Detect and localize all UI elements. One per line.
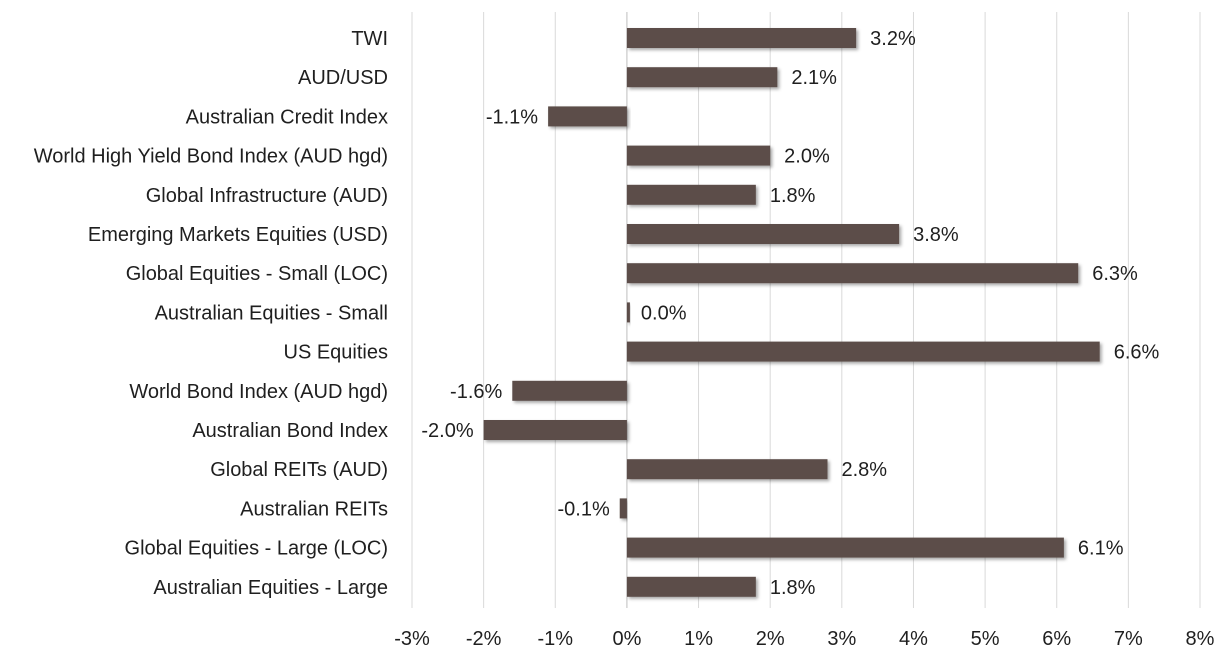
bar bbox=[483, 420, 627, 440]
data-label: -0.1% bbox=[557, 498, 609, 520]
data-label: 6.6% bbox=[1114, 342, 1160, 364]
category-label: US Equities bbox=[284, 342, 389, 364]
category-label: AUD/USD bbox=[298, 67, 388, 89]
category-label: Australian Equities - Large bbox=[153, 577, 388, 599]
x-tick-label: -2% bbox=[466, 628, 502, 650]
category-label: Australian REITs bbox=[240, 498, 388, 520]
x-tick-label: 4% bbox=[899, 628, 928, 650]
data-label: 3.2% bbox=[870, 28, 916, 50]
data-label: 1.8% bbox=[770, 577, 816, 599]
data-label: 2.8% bbox=[841, 459, 887, 481]
x-tick-label: 0% bbox=[612, 628, 641, 650]
x-tick-label: 7% bbox=[1114, 628, 1143, 650]
bar bbox=[626, 537, 1064, 558]
value-labels: 3.2% 2.1% -1.1% 2.0% 1.8% 3.8% 6.3% 0.0% 6.6% -1.… bbox=[421, 28, 1159, 599]
bar bbox=[626, 459, 828, 480]
category-label: World Bond Index (AUD hgd) bbox=[129, 381, 388, 403]
data-label: -2.0% bbox=[421, 420, 473, 442]
data-label: 6.1% bbox=[1078, 538, 1124, 560]
gridlines bbox=[411, 12, 1201, 608]
bars bbox=[483, 28, 1100, 597]
data-label: -1.6% bbox=[450, 381, 502, 403]
category-label: Global REITs (AUD) bbox=[210, 459, 388, 481]
category-label: World High Yield Bond Index (AUD hgd) bbox=[34, 146, 388, 168]
category-label: Emerging Markets Equities (USD) bbox=[88, 224, 388, 246]
category-label: Global Infrastructure (AUD) bbox=[146, 185, 388, 207]
data-label: 2.0% bbox=[784, 146, 830, 168]
bar bbox=[626, 28, 857, 48]
bar bbox=[626, 145, 771, 166]
x-tick-label: 3% bbox=[827, 628, 856, 650]
category-label: TWI bbox=[351, 28, 388, 50]
bar bbox=[626, 263, 1079, 284]
bar bbox=[626, 302, 630, 323]
bar bbox=[626, 224, 900, 244]
x-tick-label: 6% bbox=[1042, 628, 1071, 650]
category-labels: TWI AUD/USD Australian Credit Index World H… bbox=[34, 28, 388, 599]
bar bbox=[548, 106, 627, 127]
category-label: Global Equities - Large (LOC) bbox=[125, 538, 388, 560]
bar bbox=[619, 498, 627, 519]
data-label: -1.1% bbox=[486, 106, 538, 128]
bar bbox=[626, 67, 778, 88]
data-label: 2.1% bbox=[791, 67, 837, 89]
x-tick-label: -1% bbox=[537, 628, 573, 650]
bar bbox=[512, 380, 627, 401]
x-tick-label: 8% bbox=[1186, 628, 1215, 650]
x-tick-label: -3% bbox=[394, 628, 430, 650]
x-tick-label: 5% bbox=[971, 628, 1000, 650]
data-label: 3.8% bbox=[913, 224, 959, 246]
category-label: Australian Equities - Small bbox=[155, 302, 388, 324]
bar bbox=[626, 184, 756, 205]
category-label: Australian Credit Index bbox=[186, 106, 388, 128]
x-tick-label: 2% bbox=[756, 628, 785, 650]
data-label: 6.3% bbox=[1092, 263, 1138, 285]
bar bbox=[626, 341, 1100, 362]
data-label: 1.8% bbox=[770, 185, 816, 207]
x-tick-label: 1% bbox=[684, 628, 713, 650]
bar bbox=[626, 576, 756, 597]
x-axis-tick-labels: -3% -2% -1% 0% 1% 2% 3% 4% 5% 6% 7% 8% bbox=[394, 628, 1214, 650]
category-label: Global Equities - Small (LOC) bbox=[126, 263, 388, 285]
data-label: 0.0% bbox=[641, 302, 687, 324]
category-label: Australian Bond Index bbox=[192, 420, 388, 442]
